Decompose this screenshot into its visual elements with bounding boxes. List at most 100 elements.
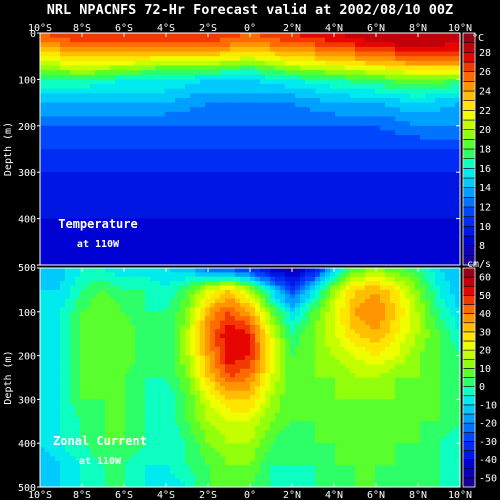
- heatmap-cell: [435, 60, 441, 67]
- heatmap-cell: [265, 153, 271, 159]
- heatmap-cell: [255, 218, 261, 224]
- heatmap-cell: [430, 65, 436, 71]
- heatmap-cell: [240, 227, 246, 234]
- heatmap-cell: [285, 144, 291, 150]
- heatmap-cell: [440, 79, 446, 85]
- heatmap-cell: [335, 167, 341, 173]
- heatmap-cell: [205, 181, 211, 187]
- heatmap-cell: [230, 125, 236, 132]
- heatmap-cell: [375, 186, 381, 192]
- heatmap-cell: [55, 139, 61, 145]
- heatmap-cell: [380, 285, 386, 291]
- heatmap-cell: [395, 272, 401, 278]
- heatmap-cell: [305, 186, 311, 192]
- heatmap-cell: [150, 190, 156, 196]
- heatmap-cell: [440, 167, 446, 173]
- heatmap-cell: [440, 153, 446, 159]
- heatmap-cell: [120, 167, 126, 173]
- heatmap-cell: [290, 111, 296, 118]
- colorbar-unit: °C: [472, 33, 484, 44]
- heatmap-cell: [445, 176, 451, 183]
- heatmap-cell: [160, 303, 166, 309]
- heatmap-cell: [230, 121, 236, 127]
- heatmap-cell: [360, 42, 366, 48]
- heatmap-cell: [80, 144, 86, 150]
- heatmap-cell: [115, 33, 121, 39]
- heatmap-cell: [245, 237, 251, 243]
- heatmap-cell: [310, 162, 316, 169]
- heatmap-cell: [250, 251, 256, 257]
- heatmap-cell: [105, 93, 111, 99]
- heatmap-cell: [400, 79, 406, 85]
- heatmap-cell: [260, 276, 266, 282]
- heatmap-cell: [230, 223, 236, 229]
- heatmap-cell: [200, 60, 206, 67]
- heatmap-cell: [325, 102, 331, 108]
- heatmap-cell: [255, 107, 261, 113]
- heatmap-cell: [380, 281, 386, 287]
- heatmap-cell: [65, 204, 71, 210]
- heatmap-cell: [455, 223, 461, 229]
- heatmap-cell: [75, 268, 81, 273]
- heatmap-cell: [80, 241, 86, 248]
- heatmap-cell: [290, 200, 296, 206]
- heatmap-cell: [215, 186, 221, 192]
- heatmap-cell: [385, 125, 391, 132]
- heatmap-cell: [230, 42, 236, 48]
- heatmap-cell: [335, 42, 341, 48]
- heatmap-cell: [395, 84, 401, 90]
- heatmap-cell: [115, 84, 121, 90]
- heatmap-cell: [115, 190, 121, 196]
- heatmap-cell: [395, 281, 401, 287]
- heatmap-cell: [315, 37, 321, 43]
- heatmap-cell: [135, 251, 141, 257]
- heatmap-cell: [150, 281, 156, 287]
- heatmap-cell: [335, 158, 341, 164]
- heatmap-cell: [245, 149, 251, 155]
- heatmap-cell: [65, 130, 71, 136]
- heatmap-cell: [425, 209, 431, 215]
- heatmap-cell: [80, 97, 86, 104]
- heatmap-cell: [370, 255, 376, 261]
- heatmap-cell: [270, 88, 276, 94]
- heatmap-cell: [290, 251, 296, 257]
- heatmap-cell: [245, 97, 251, 104]
- heatmap-cell: [425, 56, 431, 62]
- heatmap-cell: [420, 70, 426, 76]
- heatmap-cell: [160, 181, 166, 187]
- heatmap-cell: [265, 93, 271, 99]
- heatmap-cell: [115, 153, 121, 159]
- heatmap-cell: [245, 70, 251, 76]
- heatmap-cell: [295, 227, 301, 234]
- heatmap-cell: [225, 227, 231, 234]
- heatmap-cell: [105, 209, 111, 215]
- heatmap-cell: [150, 272, 156, 278]
- heatmap-cell: [270, 74, 276, 80]
- heatmap-cell: [410, 116, 416, 122]
- heatmap-cell: [385, 65, 391, 71]
- heatmap-cell: [180, 107, 186, 113]
- heatmap-cell: [365, 246, 371, 252]
- heatmap-cell: [335, 298, 341, 304]
- heatmap-cell: [305, 144, 311, 150]
- heatmap-cell: [435, 135, 441, 141]
- heatmap-cell: [390, 186, 396, 192]
- heatmap-cell: [220, 223, 226, 229]
- heatmap-cell: [245, 241, 251, 248]
- heatmap-cell: [295, 289, 301, 295]
- heatmap-cell: [330, 144, 336, 150]
- heatmap-cell: [305, 241, 311, 248]
- heatmap-cell: [450, 79, 456, 85]
- heatmap-cell: [60, 111, 66, 118]
- heatmap-cell: [120, 121, 126, 127]
- heatmap-cell: [280, 116, 286, 122]
- heatmap-cell: [345, 102, 351, 108]
- heatmap-cell: [255, 158, 261, 164]
- heatmap-cell: [130, 51, 136, 57]
- heatmap-cell: [290, 125, 296, 132]
- heatmap-cell: [105, 121, 111, 127]
- heatmap-cell: [110, 135, 116, 141]
- heatmap-cell: [355, 186, 361, 192]
- heatmap-cell: [145, 149, 151, 155]
- heatmap-cell: [410, 195, 416, 201]
